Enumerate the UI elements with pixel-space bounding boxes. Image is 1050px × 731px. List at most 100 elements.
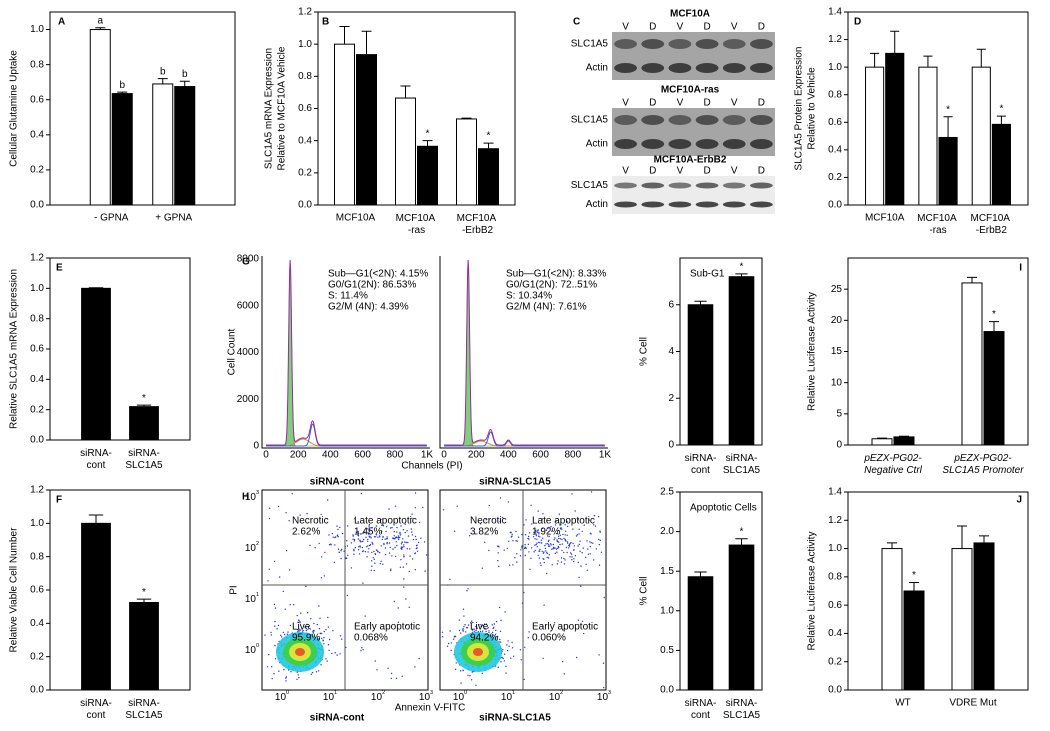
event-dot [392, 537, 394, 540]
event-dot [404, 523, 406, 525]
event-dot [534, 549, 536, 552]
event-dot [318, 628, 321, 630]
event-dot [337, 548, 340, 550]
event-dot [589, 546, 591, 548]
event-dot [479, 630, 482, 633]
x-tick-label: - GPNA [94, 213, 129, 224]
event-dot [528, 551, 530, 553]
x-tick-label-line: siRNA- [128, 698, 160, 709]
event-dot [520, 659, 522, 661]
y-axis-title: Relative to MCF10A Vehicle [277, 46, 288, 170]
event-dot [598, 654, 600, 656]
x-tick-label: 800 [564, 450, 581, 461]
event-dot [392, 548, 394, 550]
event-dot [454, 668, 457, 670]
plot-label: siRNA-cont [310, 713, 365, 724]
event-dot [509, 531, 512, 534]
event-dot [555, 533, 558, 535]
event-dot [373, 550, 375, 553]
event-dot [364, 551, 367, 553]
error-bar [694, 300, 707, 305]
tick-base: 10 [501, 692, 513, 703]
event-dot [455, 662, 457, 664]
event-dot [546, 556, 548, 559]
event-dot [577, 619, 580, 621]
event-dot [267, 580, 269, 582]
event-dot [397, 621, 400, 623]
event-dot [368, 548, 370, 550]
annotation: * [740, 526, 744, 537]
blot-band [722, 63, 746, 73]
x-tick-label: 103 [597, 690, 611, 702]
event-dot [603, 596, 605, 599]
panel-letter: A [58, 17, 65, 28]
event-dot [519, 649, 522, 651]
event-dot [375, 549, 378, 551]
event-dot [388, 542, 391, 544]
y-tick-label: 1.4 [828, 7, 842, 18]
y-tick-label: 0.4 [828, 628, 842, 639]
event-dot [562, 629, 564, 631]
event-dot [367, 532, 369, 534]
bar [129, 602, 159, 691]
event-dot [285, 680, 287, 682]
event-dot [544, 547, 547, 550]
event-dot [456, 505, 458, 507]
event-dot [540, 564, 542, 567]
event-dot [600, 551, 603, 553]
blot-band [668, 139, 692, 149]
event-dot [403, 578, 405, 580]
x-tick-label: 800 [386, 450, 403, 461]
quadrant-name: Necrotic [292, 516, 329, 527]
x-tick-label: 200 [468, 450, 485, 461]
y-tick-label: 101 [245, 592, 259, 604]
y-tick-label: 0.6 [298, 103, 312, 114]
event-dot [281, 636, 283, 638]
y-tick-label: 0.2 [30, 165, 44, 176]
event-dot [510, 536, 512, 538]
bar [885, 52, 905, 206]
row-label: Actin [586, 199, 608, 210]
event-dot [380, 560, 382, 562]
event-dot [412, 558, 414, 560]
panel-letter: B [322, 17, 329, 28]
event-dot [463, 615, 465, 617]
event-dot [390, 677, 392, 680]
x-tick-label: siRNA-SLC1A5 [723, 698, 761, 721]
event-dot [528, 532, 531, 534]
event-dot [377, 551, 379, 553]
event-dot [395, 677, 398, 679]
event-dot [538, 557, 541, 559]
tick-exponent: 1 [334, 690, 337, 696]
event-dot [307, 612, 309, 614]
bar [893, 436, 915, 446]
bar [687, 304, 714, 446]
panel-letter: E [56, 263, 63, 274]
event-dot [397, 537, 399, 539]
event-dot [296, 629, 299, 631]
annotation: * [912, 570, 916, 581]
event-dot [485, 519, 487, 521]
y-tick-label: 103 [245, 490, 259, 502]
quadrant-name: Early apoptotic [354, 622, 420, 633]
event-dot [341, 638, 343, 640]
event-dot [488, 630, 490, 632]
event-dot [562, 533, 564, 536]
event-dot [561, 538, 563, 541]
event-dot [274, 625, 276, 627]
lane-label: V [677, 98, 684, 109]
event-dot [395, 555, 397, 558]
event-dot [357, 538, 360, 540]
event-dot [598, 543, 601, 546]
event-dot [501, 656, 503, 659]
panel-letter: J [1016, 495, 1022, 506]
blot-band [641, 39, 665, 49]
event-dot [320, 513, 322, 516]
chart-title: Sub-G1 [690, 269, 725, 280]
event-dot [462, 628, 464, 630]
event-dot [470, 620, 473, 622]
event-dot [353, 553, 355, 555]
error-bar [136, 404, 152, 407]
event-dot [339, 635, 342, 637]
blot-band [750, 182, 773, 189]
